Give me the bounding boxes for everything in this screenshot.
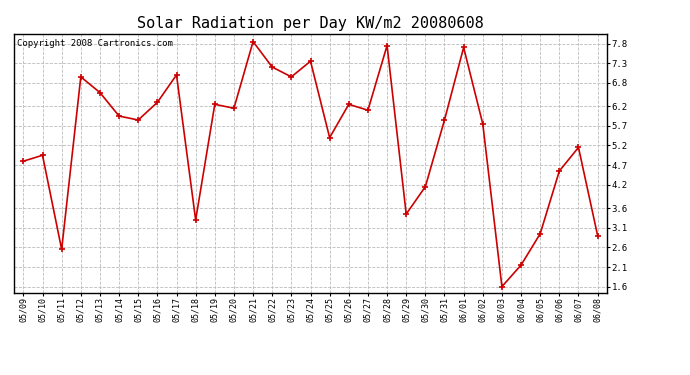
Text: Copyright 2008 Cartronics.com: Copyright 2008 Cartronics.com (17, 39, 172, 48)
Title: Solar Radiation per Day KW/m2 20080608: Solar Radiation per Day KW/m2 20080608 (137, 16, 484, 31)
